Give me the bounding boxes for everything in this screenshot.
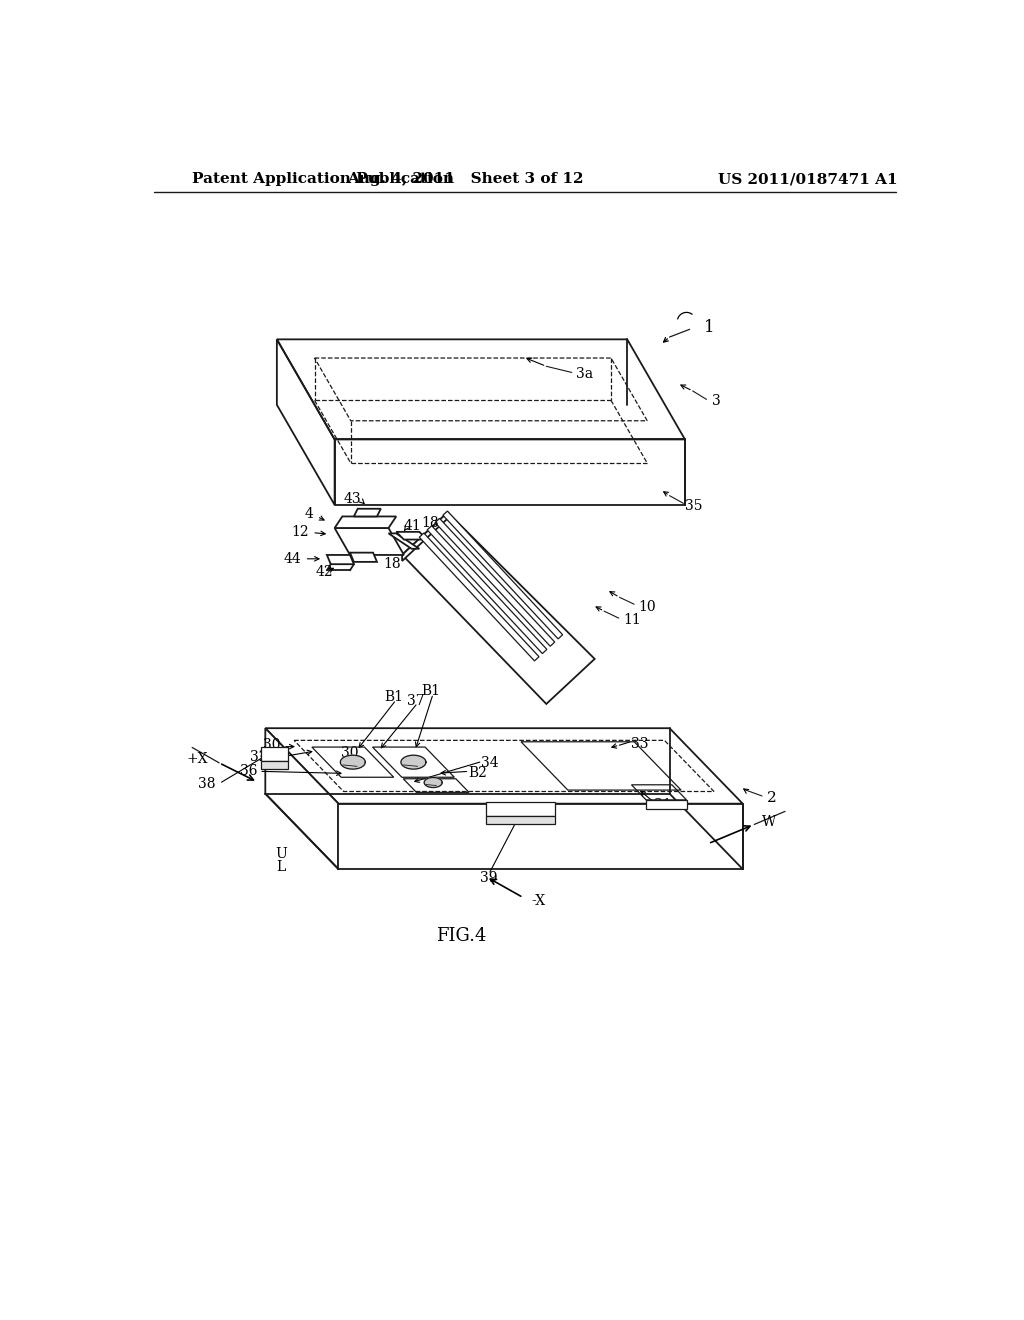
Text: 12: 12 — [292, 525, 309, 539]
Text: B1: B1 — [384, 690, 403, 705]
Polygon shape — [485, 816, 555, 824]
Text: 41: 41 — [403, 519, 422, 533]
Text: 18: 18 — [384, 557, 401, 572]
Text: 1: 1 — [705, 319, 715, 337]
Polygon shape — [402, 512, 447, 561]
Polygon shape — [261, 747, 289, 762]
Polygon shape — [350, 553, 377, 562]
Polygon shape — [354, 508, 381, 516]
Text: 30: 30 — [263, 738, 281, 752]
Polygon shape — [265, 729, 339, 869]
Polygon shape — [443, 511, 562, 639]
Polygon shape — [435, 519, 555, 647]
Text: 10: 10 — [639, 599, 656, 614]
Polygon shape — [401, 755, 426, 770]
Text: -X: -X — [531, 895, 545, 908]
Text: 37: 37 — [407, 694, 424, 709]
Text: +X: +X — [186, 752, 208, 766]
Polygon shape — [335, 516, 396, 528]
Text: U: U — [274, 847, 287, 862]
Text: 36: 36 — [240, 764, 258, 779]
Text: US 2011/0187471 A1: US 2011/0187471 A1 — [719, 172, 898, 186]
Polygon shape — [485, 803, 555, 816]
Polygon shape — [265, 729, 742, 804]
Polygon shape — [419, 533, 539, 661]
Text: W: W — [762, 816, 776, 829]
Text: 34: 34 — [481, 756, 499, 770]
Polygon shape — [427, 525, 547, 653]
Text: Patent Application Publication: Patent Application Publication — [193, 172, 455, 186]
Polygon shape — [261, 762, 289, 770]
Text: 33: 33 — [631, 737, 648, 751]
Text: B1: B1 — [421, 684, 440, 698]
Text: 31: 31 — [654, 799, 672, 812]
Polygon shape — [402, 512, 595, 704]
Text: FIG.4: FIG.4 — [436, 927, 486, 945]
Polygon shape — [646, 800, 686, 809]
Text: 39: 39 — [480, 871, 498, 886]
Text: 3a: 3a — [575, 367, 593, 381]
Text: B2: B2 — [468, 766, 486, 780]
Polygon shape — [424, 777, 442, 788]
Text: 43: 43 — [343, 492, 361, 506]
Text: 11: 11 — [624, 614, 641, 627]
Text: 44: 44 — [284, 552, 301, 566]
Text: 3: 3 — [712, 393, 721, 408]
Text: 32: 32 — [250, 751, 267, 764]
Polygon shape — [340, 755, 366, 770]
Text: 35: 35 — [685, 499, 702, 513]
Text: 2: 2 — [767, 791, 776, 804]
Text: 38: 38 — [198, 776, 215, 791]
Text: 42: 42 — [315, 565, 334, 579]
Polygon shape — [339, 804, 742, 869]
Text: Aug. 4, 2011   Sheet 3 of 12: Aug. 4, 2011 Sheet 3 of 12 — [347, 172, 584, 186]
Polygon shape — [396, 532, 427, 540]
Text: 30: 30 — [341, 746, 358, 760]
Text: 4: 4 — [305, 507, 313, 521]
Polygon shape — [327, 554, 354, 564]
Text: 18: 18 — [422, 516, 439, 529]
Polygon shape — [388, 533, 419, 549]
Polygon shape — [335, 528, 403, 554]
Text: L: L — [276, 859, 286, 874]
